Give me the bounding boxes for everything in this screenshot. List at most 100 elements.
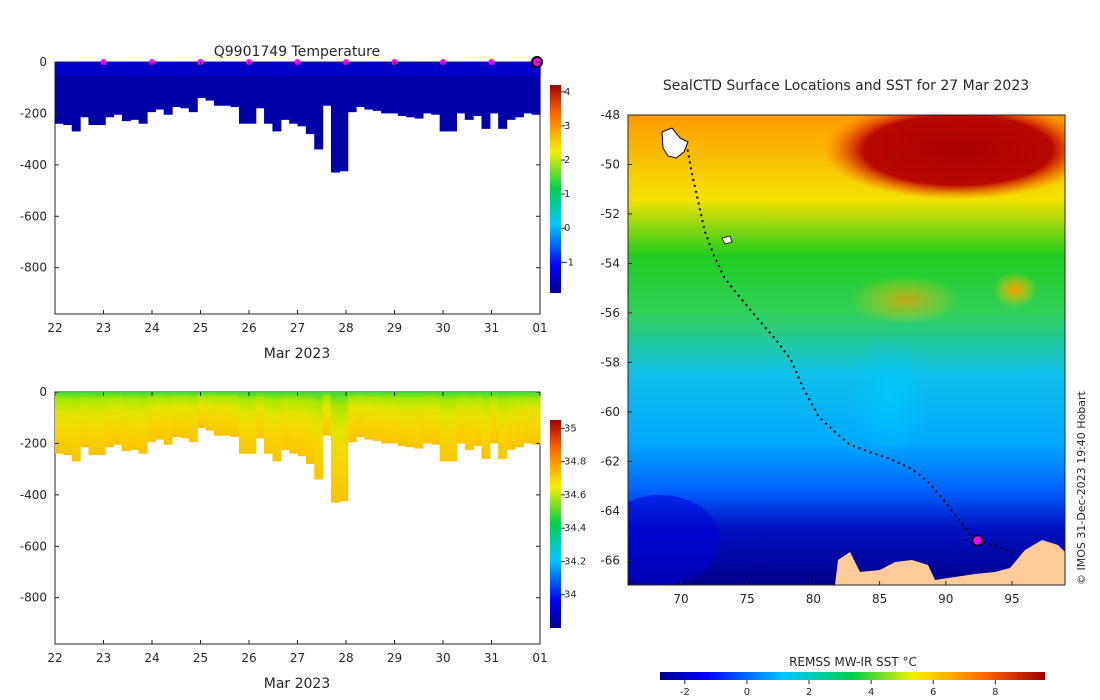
x-tick-label: 29	[387, 321, 402, 335]
temperature-profile	[389, 62, 399, 114]
temperature-profile	[523, 62, 533, 114]
temperature-profile	[364, 62, 374, 110]
x-tick-label: 27	[290, 321, 305, 335]
temperature-profile	[63, 62, 73, 125]
salinity-profile	[113, 392, 123, 445]
colorbar-tick-label: 0	[564, 223, 570, 234]
temperature-profile	[514, 62, 524, 118]
x-tick-label: 01	[532, 321, 547, 335]
map-x-ticks: 70 75 80 85 90 95	[673, 581, 1020, 606]
y-tick-label: -200	[20, 106, 47, 120]
x-tick-label: 22	[47, 321, 62, 335]
colorbar-tick-label: -1	[564, 257, 574, 268]
salinity-profile	[146, 392, 156, 443]
temperature-profile	[464, 62, 474, 120]
map-y-tick-label: -66	[600, 553, 620, 567]
salinity-profile	[414, 392, 424, 449]
salinity-profile	[347, 392, 357, 443]
temperature-profile	[414, 62, 424, 119]
temperature-profile	[247, 62, 257, 124]
sst-colorbar-tick-label: 0	[744, 687, 750, 698]
salinity-profile	[197, 392, 207, 428]
sst-colorbar-tick-label: 6	[930, 687, 936, 698]
temperature-profile	[105, 62, 115, 118]
salinity-profile	[180, 392, 190, 439]
temperature-profile	[255, 62, 265, 109]
temperature-profile	[280, 62, 290, 120]
map-title: SealCTD Surface Locations and SST for 27…	[663, 78, 1029, 94]
temperature-profile	[381, 62, 391, 114]
temperature-profile	[506, 62, 516, 120]
temperature-profile	[80, 62, 90, 118]
salinity-profile	[514, 392, 524, 448]
salinity-profile	[314, 392, 324, 480]
temperature-colorbar-ticks: -1 0 1 2 3 4	[561, 87, 574, 268]
x-tick-label: 28	[338, 321, 353, 335]
colorbar-tick-label: 34.8	[564, 457, 586, 468]
salinity-profile	[372, 392, 382, 441]
map-x-tick-label: 95	[1004, 592, 1019, 606]
map-y-tick-label: -58	[600, 355, 620, 369]
temperature-profile	[330, 62, 340, 173]
salinity-profile	[238, 392, 248, 454]
salinity-profile	[130, 392, 140, 450]
salinity-profile	[381, 392, 391, 444]
temperature-profile	[272, 62, 282, 132]
salinity-profile	[163, 392, 173, 445]
colorbar-tick-label: 2	[564, 155, 570, 166]
y-tick-label: -400	[20, 158, 47, 172]
sst-colorbar-tick-label: 2	[806, 687, 812, 698]
x-tick-label: 31	[484, 321, 499, 335]
temperature-profile	[347, 62, 357, 113]
colorbar-tick-label: 35	[564, 423, 577, 434]
temperature-profile	[172, 62, 182, 107]
temperature-profile	[339, 62, 349, 172]
salinity-y-ticks: 0 -200 -400 -600 -800	[20, 385, 540, 605]
temperature-panel: Q9901749 Temperature 22 23 24 25 26 27 28 29 30 3…	[20, 44, 574, 362]
x-tick-label: 22	[47, 651, 62, 665]
map-y-tick-label: -56	[600, 306, 620, 320]
salinity-profile	[247, 392, 257, 454]
sst-colorbar-tick-label: 8	[992, 687, 998, 698]
y-tick-label: -600	[20, 539, 47, 553]
salinity-profile	[205, 392, 215, 431]
salinity-profile	[155, 392, 165, 440]
temperature-profile	[138, 62, 148, 124]
salinity-profile	[80, 392, 90, 448]
salinity-profile	[188, 392, 198, 443]
temperature-profile	[213, 62, 223, 106]
salinity-profile	[172, 392, 182, 437]
salinity-panel: 22 23 24 25 26 27 28 29 30 31 01 0 -200 -400 -600 -800…	[20, 385, 587, 692]
map-y-tick-label: -48	[600, 108, 620, 122]
salinity-profile	[389, 392, 399, 444]
temperature-profile	[531, 62, 541, 115]
x-tick-label: 23	[96, 651, 111, 665]
y-tick-label: -200	[20, 436, 47, 450]
x-tick-label: 26	[241, 321, 256, 335]
x-tick-label: 25	[193, 651, 208, 665]
temperature-profile	[314, 62, 324, 150]
salinity-profile	[456, 392, 466, 444]
colorbar-tick-label: 34	[564, 590, 577, 601]
temperature-profile	[489, 62, 499, 114]
temperature-profile	[163, 62, 173, 115]
salinity-profile	[464, 392, 474, 450]
temperature-profile	[305, 62, 315, 134]
salinity-x-ticks: 22 23 24 25 26 27 28 29 30 31 01	[47, 392, 548, 665]
temperature-profile	[356, 62, 365, 107]
salinity-profile	[55, 392, 64, 454]
seal-track	[686, 149, 1017, 554]
salinity-profile	[71, 392, 81, 462]
x-tick-label: 24	[144, 651, 159, 665]
x-tick-label: 26	[241, 651, 256, 665]
temperature-profile	[481, 62, 491, 129]
x-tick-label: 25	[193, 321, 208, 335]
temperature-profile	[188, 62, 198, 113]
salinity-profile	[230, 392, 240, 437]
salinity-profile	[280, 392, 290, 450]
temperature-profile	[146, 62, 156, 113]
salinity-profile	[297, 392, 307, 457]
y-tick-label: -400	[20, 488, 47, 502]
salinity-colorbar	[550, 420, 561, 628]
x-tick-label: 23	[96, 321, 111, 335]
